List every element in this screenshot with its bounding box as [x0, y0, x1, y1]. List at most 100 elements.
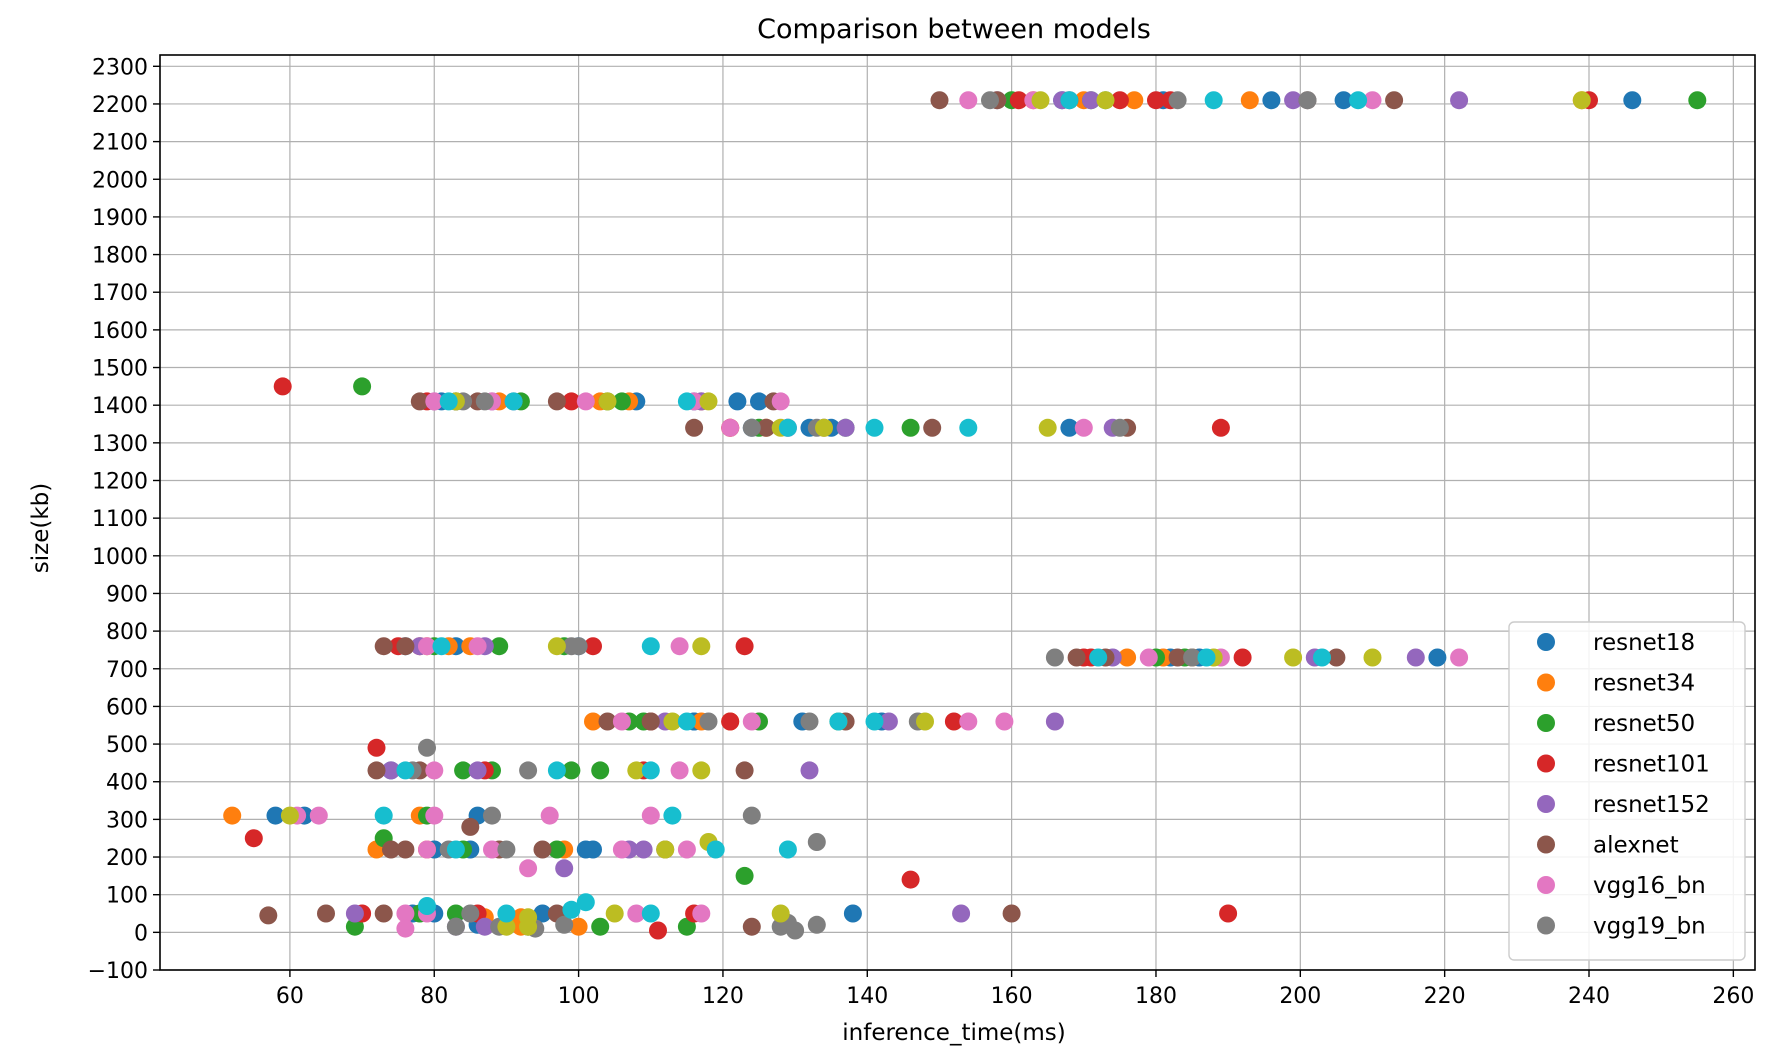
legend-marker [1537, 835, 1555, 854]
data-point [692, 761, 711, 780]
data-point [432, 637, 451, 656]
data-point [418, 840, 436, 859]
legend-marker [1537, 876, 1555, 894]
data-point [742, 806, 761, 825]
data-point [677, 917, 696, 936]
data-point [981, 91, 999, 110]
data-point [1045, 712, 1064, 731]
x-tick-label: 140 [846, 984, 888, 1009]
y-tick-label: 1400 [92, 394, 148, 419]
data-point [1450, 91, 1469, 110]
data-point [461, 817, 480, 836]
data-point [555, 915, 574, 934]
data-point [1096, 91, 1115, 110]
y-tick-label: 500 [106, 733, 148, 758]
data-point [612, 712, 631, 731]
data-point [259, 906, 278, 925]
data-point [446, 917, 465, 936]
x-axis-label: inference_time(ms) [842, 1020, 1066, 1046]
data-point [786, 921, 805, 940]
y-tick-label: 600 [106, 695, 148, 720]
data-point [663, 712, 682, 731]
y-tick-label: 2200 [92, 93, 148, 118]
data-point [735, 866, 754, 885]
legend-marker [1537, 754, 1555, 773]
y-tick-label: 0 [134, 921, 148, 946]
data-point [685, 418, 704, 437]
legend-label: resnet152 [1593, 792, 1710, 818]
data-point [533, 840, 552, 859]
data-point [345, 904, 364, 923]
data-point [1298, 91, 1317, 110]
data-point [677, 392, 696, 411]
data-point [280, 806, 299, 825]
data-point [547, 761, 566, 780]
data-point [1363, 91, 1382, 110]
data-point [382, 840, 400, 859]
data-point [547, 637, 566, 656]
y-tick-label: 700 [106, 658, 148, 683]
data-point [952, 904, 971, 923]
data-point [584, 712, 602, 731]
y-tick-label: 1900 [92, 206, 148, 231]
data-point [836, 418, 855, 437]
legend-label: resnet101 [1593, 752, 1710, 778]
data-point [742, 917, 761, 936]
data-point [605, 904, 624, 923]
data-point [446, 840, 465, 859]
data-point [425, 806, 444, 825]
data-point [598, 392, 617, 411]
data-point [1219, 904, 1238, 923]
data-point [425, 392, 444, 411]
data-point [1060, 418, 1079, 437]
data-points [223, 91, 1707, 940]
data-point [497, 917, 516, 936]
data-point [1168, 91, 1187, 110]
data-point [735, 637, 754, 656]
x-tick-label: 200 [1279, 984, 1321, 1009]
data-point [1284, 91, 1303, 110]
data-point [1118, 648, 1137, 667]
data-point [1428, 648, 1447, 667]
data-point [273, 377, 292, 396]
x-tick-label: 240 [1568, 984, 1610, 1009]
data-point [519, 917, 538, 936]
data-point [800, 712, 819, 731]
data-point [1110, 91, 1129, 110]
y-tick-label: 1700 [92, 281, 148, 306]
y-tick-label: 1500 [92, 357, 148, 382]
x-tick-label: 180 [1135, 984, 1177, 1009]
data-point [692, 904, 711, 923]
data-point [728, 392, 747, 411]
data-point [865, 418, 884, 437]
data-point [1197, 648, 1216, 667]
data-point [1110, 418, 1129, 437]
data-point [396, 840, 415, 859]
data-point [663, 806, 682, 825]
y-tick-label: 300 [106, 808, 148, 833]
data-point [1450, 648, 1469, 667]
y-tick-label: −100 [88, 959, 148, 984]
data-point [742, 418, 761, 437]
chart-title: Comparison between models [757, 14, 1151, 45]
y-tick-label: 1100 [92, 507, 148, 532]
data-point [497, 904, 516, 923]
data-point [656, 840, 675, 859]
data-point [483, 806, 501, 825]
data-point [778, 418, 797, 437]
data-point [396, 761, 415, 780]
y-axis-ticks: −100 0 100 200 300 400 500 600 700 800 900 1000 1100… [88, 55, 160, 984]
data-point [410, 392, 429, 411]
y-tick-label: 2300 [92, 55, 148, 80]
data-point [901, 870, 920, 889]
data-point [483, 840, 501, 859]
data-point [1067, 648, 1086, 667]
data-point [612, 392, 631, 411]
data-point [367, 761, 386, 780]
series-extra-8 [280, 91, 1591, 936]
data-point [591, 917, 610, 936]
y-tick-label: 400 [106, 771, 148, 796]
y-tick-label: 900 [106, 582, 148, 607]
data-point [1211, 418, 1230, 437]
